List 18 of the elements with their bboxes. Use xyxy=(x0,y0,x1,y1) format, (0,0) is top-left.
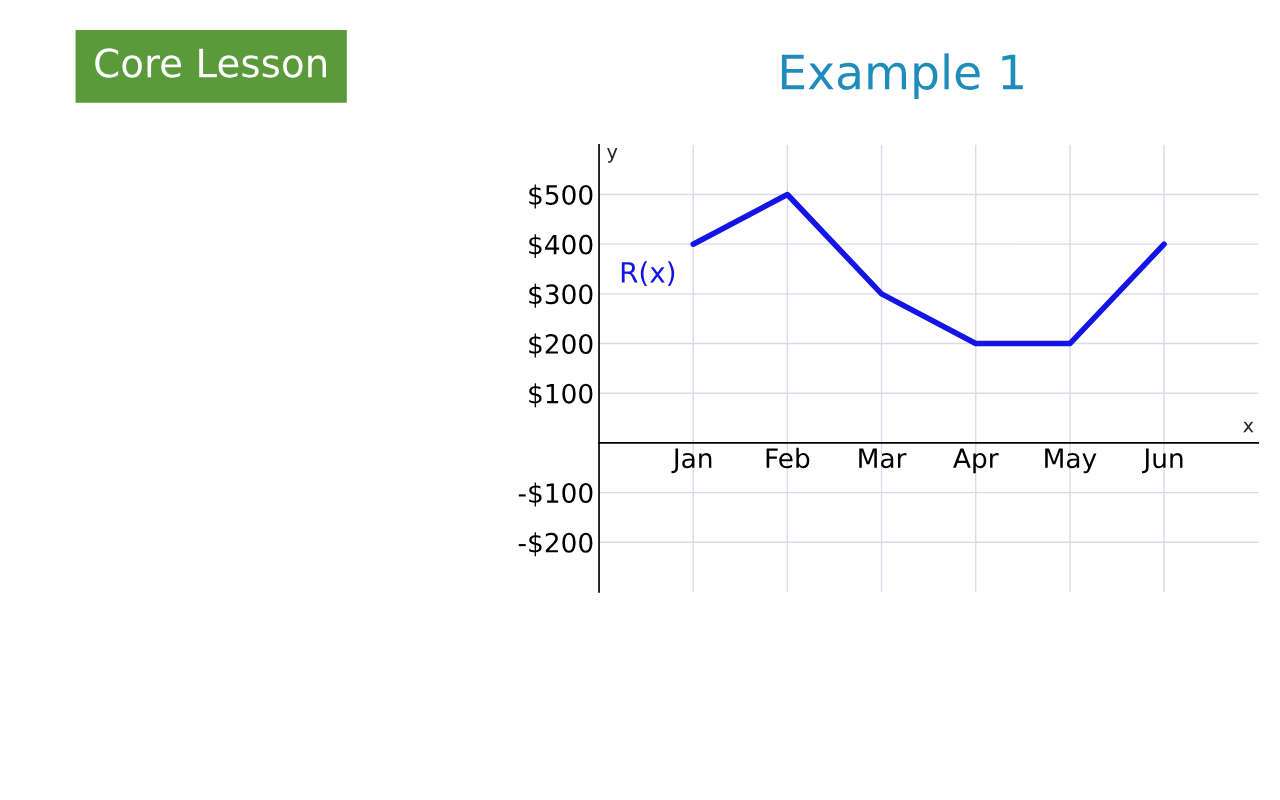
y-tick-label: -$100 xyxy=(518,482,593,507)
series-label: R(x) xyxy=(621,261,675,287)
y-tick-label: $200 xyxy=(529,333,593,358)
y-axis-title: y xyxy=(607,148,618,163)
y-tick-label: $400 xyxy=(529,234,593,259)
y-tick-label: $100 xyxy=(529,383,593,408)
x-tick-label: Jun xyxy=(1142,448,1183,474)
x-tick-label: Jan xyxy=(671,448,712,474)
x-tick-label: May xyxy=(1045,448,1097,474)
x-tick-label: Apr xyxy=(953,448,999,474)
y-tick-label: -$200 xyxy=(518,532,593,557)
y-tick-label: $300 xyxy=(529,283,593,308)
x-tick-label: Feb xyxy=(766,447,810,469)
y-tick-label: $500 xyxy=(529,184,593,209)
chart-title: Example 1 xyxy=(781,53,1023,100)
text: Core Lesson xyxy=(95,48,327,78)
x-tick-label: Mar xyxy=(859,448,907,469)
x-axis-title: x xyxy=(1243,421,1254,433)
